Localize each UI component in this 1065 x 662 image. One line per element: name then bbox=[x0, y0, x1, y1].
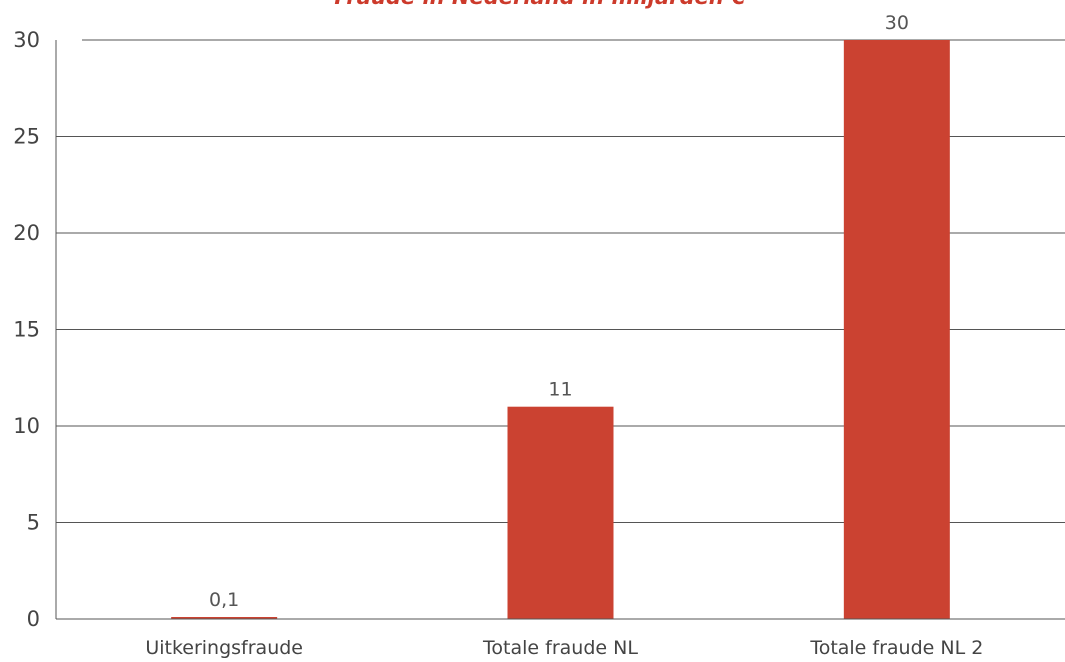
bar bbox=[171, 617, 278, 619]
data-labels: 0,1 11 30 bbox=[209, 12, 909, 611]
bars bbox=[171, 40, 950, 619]
bar bbox=[507, 406, 614, 619]
x-tick-label: Totale fraude NL bbox=[482, 637, 638, 659]
data-label: 11 bbox=[548, 379, 572, 401]
y-tick-label: 30 bbox=[13, 28, 40, 52]
y-tick-label: 5 bbox=[27, 511, 40, 535]
y-tick-label: 25 bbox=[13, 125, 40, 149]
y-tick-label: 20 bbox=[13, 221, 40, 245]
x-tick-label: Totale fraude NL 2 bbox=[809, 637, 983, 659]
y-tick-label: 15 bbox=[13, 318, 40, 342]
data-label: 30 bbox=[885, 12, 909, 34]
y-axis-ticks: 0 5 10 15 20 25 30 bbox=[13, 28, 40, 631]
data-label: 0,1 bbox=[209, 589, 239, 611]
chart-title: Fraude in Nederland in miljarden € bbox=[334, 0, 746, 9]
x-axis-ticks: Uitkeringsfraude Totale fraude NL Totale f… bbox=[145, 637, 983, 659]
bar bbox=[843, 40, 950, 619]
y-tick-label: 0 bbox=[27, 607, 40, 631]
x-tick-label: Uitkeringsfraude bbox=[145, 637, 303, 659]
y-tick-label: 10 bbox=[13, 414, 40, 438]
